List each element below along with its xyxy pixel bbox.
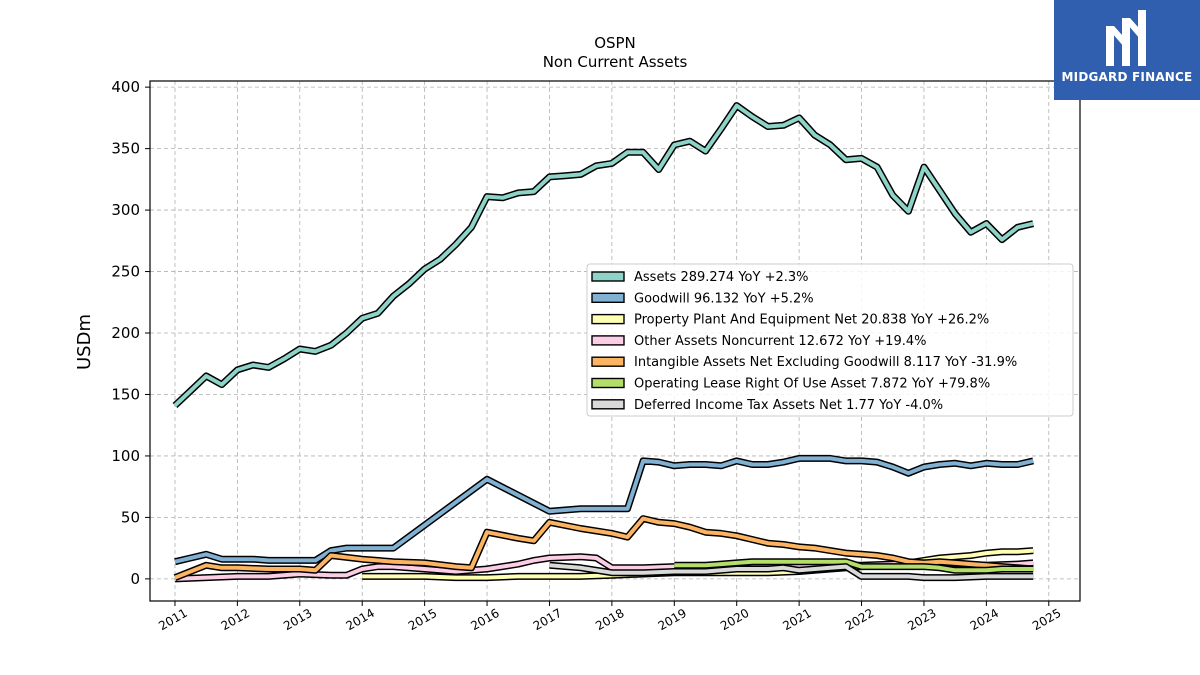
chart-title: OSPN <box>594 34 636 52</box>
legend-entry: Property Plant And Equipment Net 20.838 … <box>634 313 989 328</box>
series-line <box>362 548 1034 580</box>
y-tick-label: 250 <box>111 263 140 281</box>
legend-entry: Other Assets Noncurrent 12.672 YoY +19.4… <box>634 334 926 349</box>
y-tick-label: 50 <box>121 508 140 526</box>
legend-swatch <box>591 377 625 389</box>
series-layer <box>172 102 1035 583</box>
legend-swatch <box>591 399 625 410</box>
series-line <box>174 516 1034 580</box>
legend-swatch <box>591 292 625 303</box>
y-tick-label: 350 <box>111 140 140 158</box>
y-tick-label: 0 <box>130 570 140 588</box>
y-tick-label: 100 <box>111 447 140 465</box>
legend-entry: Deferred Income Tax Assets Net 1.77 YoY … <box>634 398 943 413</box>
brand-logo: MIDGARD FINANCE <box>1054 0 1200 100</box>
y-tick-label: 300 <box>111 201 140 219</box>
legend-entry: Operating Lease Right Of Use Asset 7.872… <box>634 377 990 392</box>
legend-swatch <box>591 271 625 282</box>
legend: Assets 289.274 YoY +2.3% Goodwill 96.132 … <box>586 263 1074 417</box>
y-tick-label: 150 <box>111 385 140 403</box>
series-line <box>173 103 1034 407</box>
legend-swatch <box>591 313 625 325</box>
series-2 <box>362 547 1034 582</box>
y-axis-label: USDm <box>74 314 95 370</box>
legend-swatch <box>591 335 625 346</box>
logo-mark-icon <box>1106 10 1146 66</box>
y-tick-label: 400 <box>111 78 140 96</box>
legend-entry: Intangible Assets Net Excluding Goodwill… <box>634 355 1017 370</box>
logo-text: MIDGARD FINANCE <box>1061 70 1193 84</box>
y-axis-ticks: 0 50 100 150 200 250 300 350 400 <box>111 78 150 588</box>
series-line <box>549 563 1034 580</box>
series-6 <box>549 561 1034 582</box>
plot-frame <box>149 80 1081 602</box>
series-line <box>674 559 1034 573</box>
series-0 <box>172 102 1035 409</box>
legend-entry: Goodwill 96.132 YoY +5.2% <box>634 291 814 306</box>
legend-box <box>586 263 1074 417</box>
series-line <box>174 456 1034 564</box>
legend-swatch <box>591 356 625 367</box>
legend-entry: Assets 289.274 YoY +2.3% <box>634 270 809 285</box>
y-tick-label: 200 <box>111 324 140 342</box>
series-4 <box>173 515 1034 581</box>
chart-subtitle: Non Current Assets <box>543 53 688 71</box>
series-5 <box>674 558 1034 574</box>
series-1 <box>174 454 1034 566</box>
